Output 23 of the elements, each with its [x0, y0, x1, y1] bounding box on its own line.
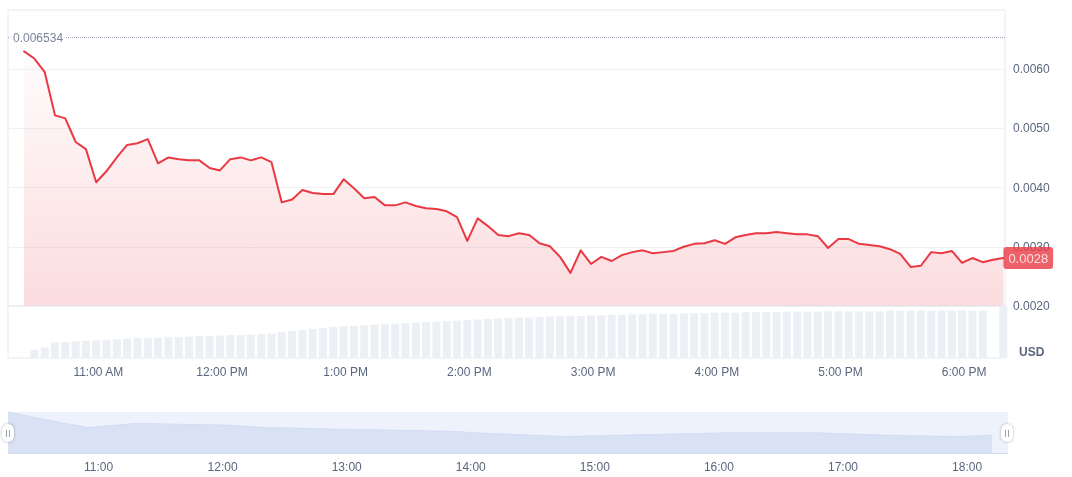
y-tick-label: 0.0040	[1013, 180, 1051, 195]
x-tick-label: 11:00 AM	[73, 365, 124, 379]
x-tick-label: 13:00	[331, 460, 363, 474]
x-tick-label: 14:00	[455, 460, 487, 474]
x-tick-label: 12:00 PM	[196, 365, 248, 379]
x-tick-label: 5:00 PM	[818, 365, 863, 379]
x-tick-label: 6:00 PM	[941, 365, 987, 379]
x-tick-label: 15:00	[579, 460, 611, 474]
x-tick-label: 17:00	[827, 460, 859, 474]
y-tick-label: 0.0060	[1013, 62, 1051, 77]
x-tick-label: 4:00 PM	[694, 365, 740, 379]
y-axis-title: USD	[1019, 345, 1045, 359]
x-tick-label: 16:00	[703, 460, 735, 474]
x-tick-label: 11:00	[84, 460, 114, 474]
ref-line-label: 0.006534	[13, 30, 64, 45]
x-tick-label: 12:00	[207, 460, 238, 474]
x-tick-label: 18:00	[952, 460, 983, 474]
x-tick-label: 1:00 PM	[323, 365, 369, 379]
x-tick-label: 3:00 PM	[570, 365, 616, 379]
annotation: 0.0028	[1008, 250, 1049, 266]
x-tick-label: 2:00 PM	[447, 365, 492, 379]
y-tick-label: 0.0020	[1013, 299, 1051, 313]
y-tick-label: 0.0050	[1013, 121, 1051, 136]
